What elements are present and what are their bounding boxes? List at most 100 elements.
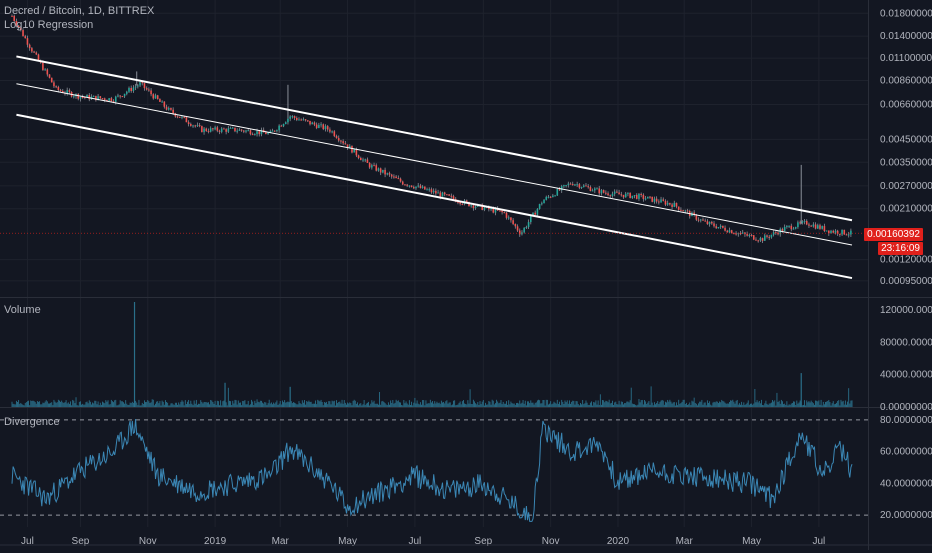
candle-body — [746, 234, 748, 236]
candle-body — [805, 220, 808, 225]
candle-body — [666, 202, 669, 205]
regression-line-middle[interactable] — [16, 83, 853, 246]
candle-body — [117, 95, 119, 97]
candle-body — [273, 130, 276, 132]
candle-body — [315, 124, 318, 128]
candle-body — [13, 15, 16, 22]
candle-body — [366, 159, 369, 163]
candle-body — [545, 196, 548, 200]
candle-body — [452, 196, 455, 200]
candle-body — [101, 98, 104, 100]
candle-body — [243, 130, 245, 132]
candle-body — [726, 230, 729, 233]
candle-body — [741, 232, 744, 234]
candle-body — [750, 235, 753, 237]
candle-body — [329, 129, 331, 132]
candle-body — [499, 210, 501, 212]
candle-body — [567, 183, 570, 186]
candle-body — [231, 127, 234, 129]
candle-body — [108, 98, 110, 101]
candle-body — [775, 232, 777, 234]
candle-body — [624, 193, 627, 198]
candle-body — [362, 159, 364, 161]
candle-body — [61, 90, 64, 93]
candle-body — [388, 173, 391, 175]
candle-body — [194, 125, 197, 127]
candle-body — [708, 221, 711, 225]
candle-body — [183, 116, 185, 118]
date-tick-label: Sep — [72, 536, 90, 547]
candle-body — [258, 131, 261, 135]
candle-body — [825, 230, 828, 232]
candle-body — [377, 168, 380, 171]
volume-pane[interactable] — [11, 302, 853, 407]
candle-body — [547, 196, 550, 198]
volume-axis-label: 80000.00000000 — [880, 337, 932, 348]
candle-body — [748, 235, 751, 237]
candle-body — [300, 119, 302, 121]
candle-body — [693, 212, 695, 215]
candle-body — [587, 186, 589, 188]
candle-body — [68, 90, 71, 92]
divergence-line[interactable] — [11, 418, 853, 522]
candle-body — [571, 184, 574, 186]
candle-body — [618, 192, 620, 195]
candle-body — [850, 230, 852, 235]
candle-body — [298, 119, 300, 121]
candle-body — [620, 194, 623, 196]
candle-body — [510, 217, 512, 221]
volume-pane-title[interactable]: Volume — [4, 304, 41, 316]
candle-body — [77, 94, 80, 99]
regression-line-lower[interactable] — [16, 113, 853, 280]
regression-line-upper[interactable] — [16, 55, 853, 222]
price-pane[interactable] — [0, 14, 868, 280]
candle-body — [816, 225, 819, 229]
candle-body — [192, 125, 194, 127]
candle-body — [269, 131, 272, 133]
candle-body — [642, 194, 645, 199]
candle-body — [379, 168, 382, 173]
price-axis-label: 0.00270000 — [880, 181, 932, 192]
candle-body — [536, 208, 539, 215]
candle-body — [706, 221, 709, 225]
candle-body — [724, 227, 726, 231]
candle-body — [412, 187, 415, 189]
price-axis-label: 0.00450000 — [880, 134, 932, 145]
candle-body — [15, 21, 18, 26]
candle-body — [494, 208, 497, 213]
candle-body — [501, 210, 503, 213]
candle-body — [735, 233, 737, 235]
candle-body — [181, 116, 183, 118]
indicator-title[interactable]: Log10 Regression — [4, 19, 94, 31]
candle-body — [59, 90, 62, 92]
candle-body — [333, 131, 336, 137]
candle-body — [247, 130, 250, 132]
candle-body — [428, 189, 431, 191]
candle-body — [483, 207, 486, 210]
price-axis-label: 0.00095000 — [880, 276, 932, 287]
candle-body — [360, 157, 362, 161]
date-tick-label: 2019 — [204, 536, 227, 547]
candle-body — [450, 195, 453, 197]
candle-body — [190, 124, 192, 126]
date-tick-label: 2020 — [607, 536, 630, 547]
candle-body — [783, 226, 786, 231]
candle-body — [152, 94, 155, 99]
divergence-pane-title[interactable]: Divergence — [4, 416, 60, 428]
candle-body — [843, 229, 846, 235]
date-tick-label: May — [742, 536, 761, 547]
candle-body — [830, 230, 832, 234]
divergence-pane[interactable] — [0, 418, 868, 522]
candle-body — [185, 117, 188, 123]
candle-body — [664, 200, 667, 205]
candle-body — [355, 149, 358, 156]
candle-body — [344, 143, 347, 145]
candle-body — [560, 186, 563, 191]
candle-body — [578, 184, 581, 188]
candle-body — [631, 195, 634, 198]
candle-body — [245, 130, 247, 132]
divergence-axis-label: 40.00000000 — [880, 478, 932, 489]
symbol-title[interactable]: Decred / Bitcoin, 1D, BITTREX — [4, 5, 155, 17]
